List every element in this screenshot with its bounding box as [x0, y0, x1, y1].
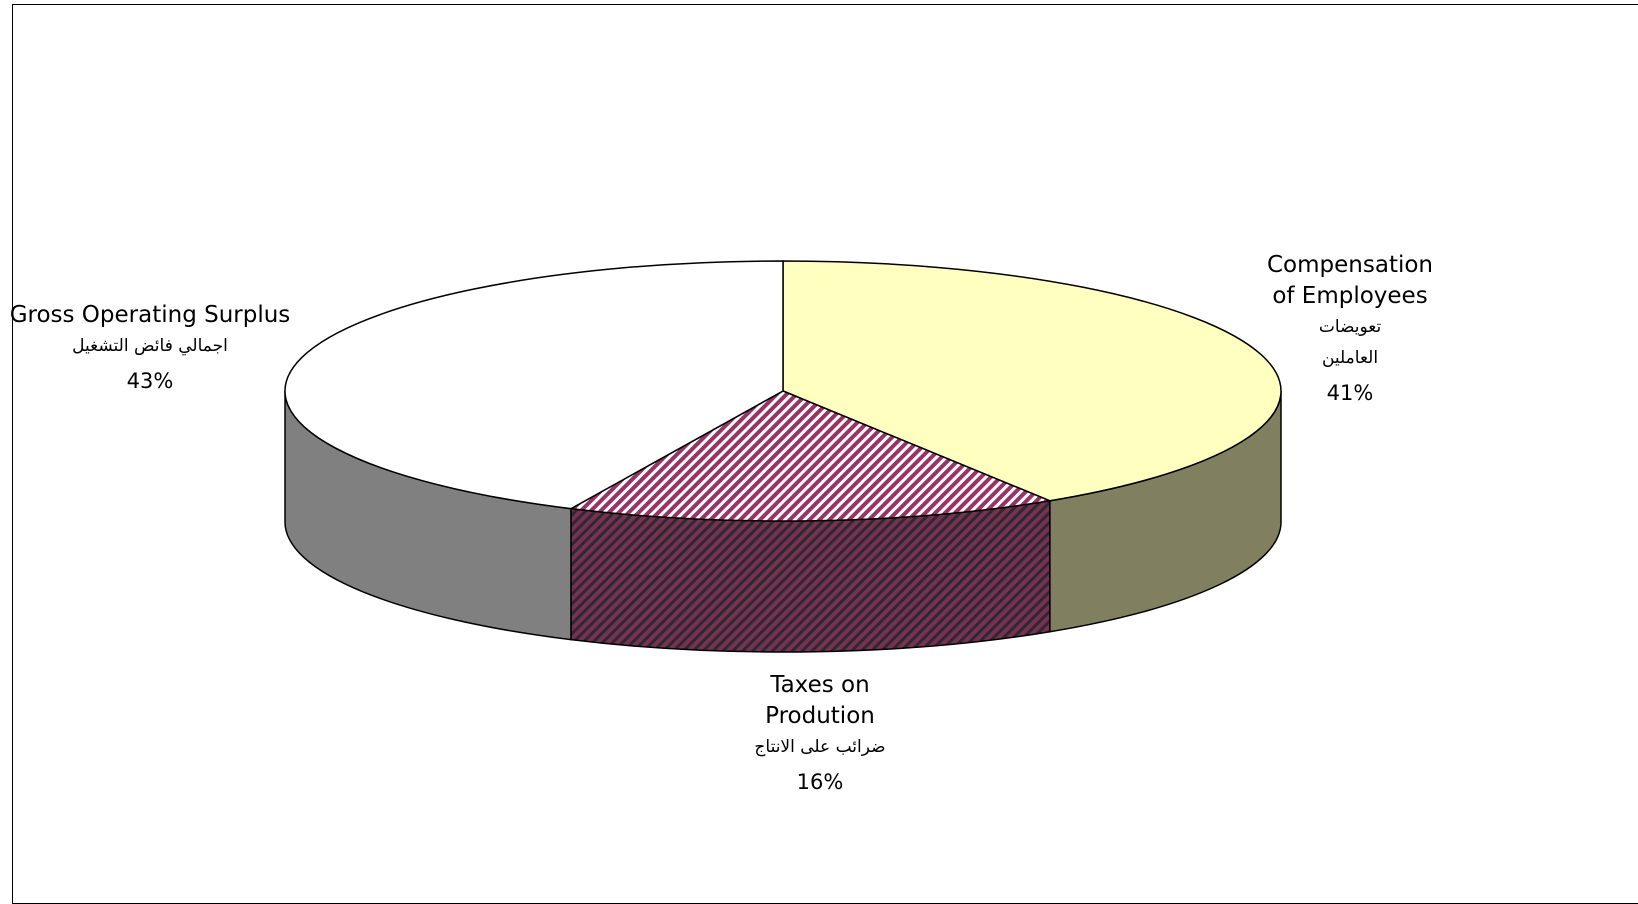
compensation-label-ar-1: تعويضات [1318, 317, 1382, 337]
gross-value-label: 43% [126, 369, 174, 393]
gross-label-ar-1: اجمالي فائض التشغيل [72, 336, 228, 356]
compensation-label-en-1: Compensation [1267, 252, 1433, 278]
pie-slice-gross [284, 260, 784, 510]
taxes-label-ar-1: ضرائب على الانتاج [754, 737, 886, 757]
compensation-value-label: 41% [1326, 381, 1374, 405]
pie-slice-taxes [568, 390, 1053, 522]
slice-label-taxes: Taxes on Prodution ضرائب على الانتاج 16% [700, 670, 940, 798]
compensation-label-ar-2: العاملين [1321, 348, 1379, 368]
gross-label-en-1: Gross Operating Surplus [9, 302, 291, 328]
taxes-label-en-2: Prodution [765, 703, 875, 729]
pie-slice-compensation [782, 260, 1282, 502]
taxes-value-label: 16% [796, 770, 844, 794]
taxes-label-en-1: Taxes on [770, 672, 870, 698]
slice-label-compensation: Compensation of Employees تعويضات العامل… [1230, 250, 1470, 409]
pie-side-taxes [570, 499, 1051, 653]
compensation-label-en-2: of Employees [1272, 283, 1428, 309]
slice-label-gross: Gross Operating Surplus اجمالي فائض التش… [0, 300, 300, 397]
